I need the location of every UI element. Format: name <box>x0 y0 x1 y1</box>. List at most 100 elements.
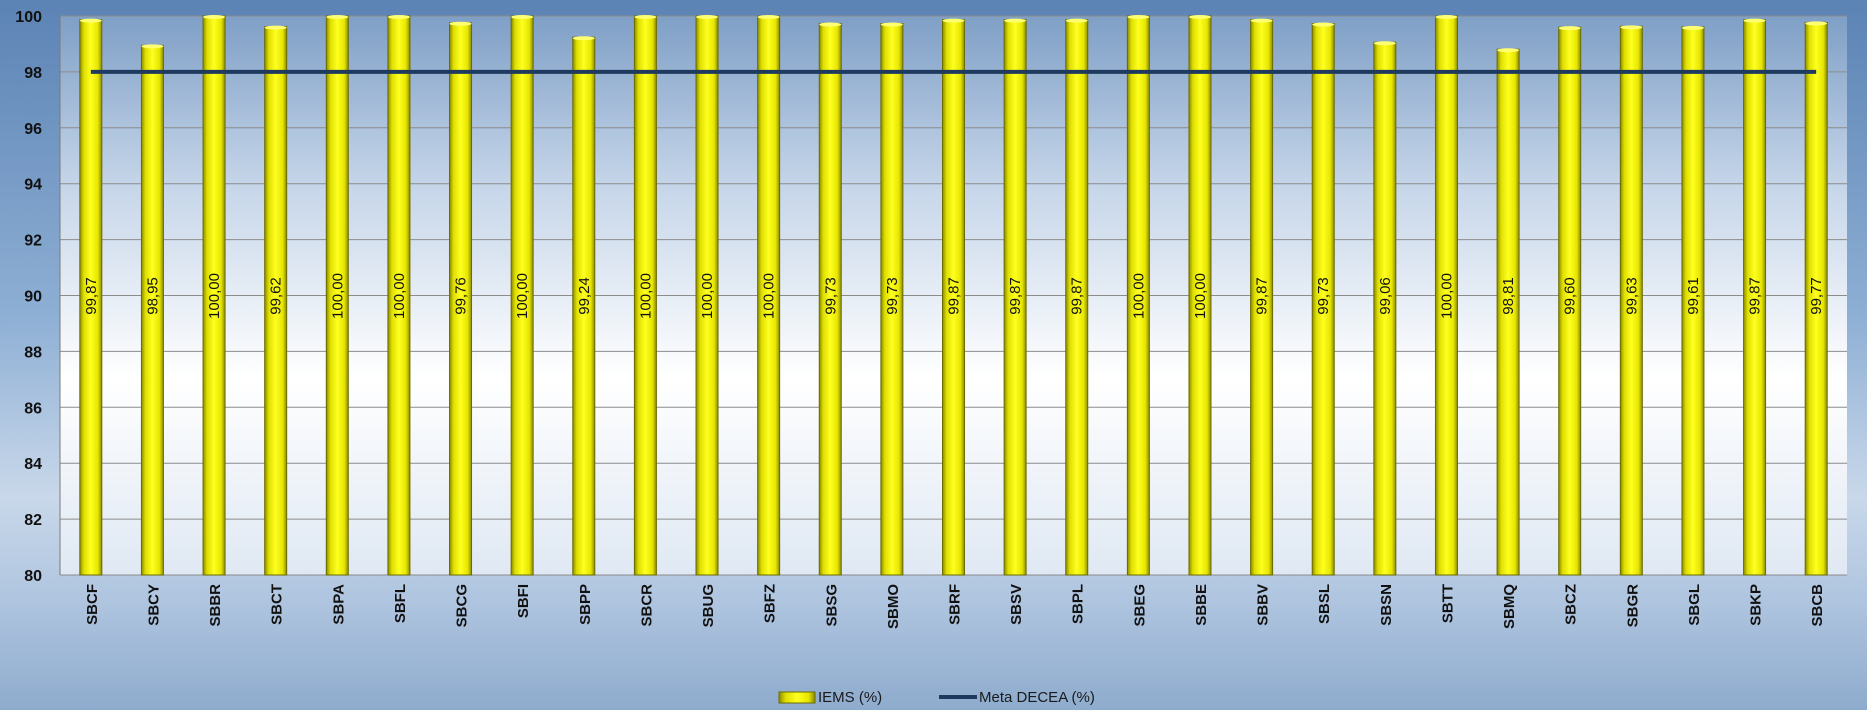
bar-group: 99,73 <box>880 22 904 576</box>
bar-group: 99,73 <box>818 22 842 576</box>
data-label: 99,87 <box>1007 277 1024 315</box>
data-label: 99,76 <box>453 277 470 315</box>
data-label: 99,60 <box>1562 277 1579 315</box>
bar-group: 99,06 <box>1373 41 1397 576</box>
bar-cap <box>1065 18 1088 23</box>
x-tick-label: SBSL <box>1316 584 1333 624</box>
legend-swatch-iems <box>778 691 816 704</box>
data-label: 100,00 <box>514 273 531 319</box>
legend: IEMS (%) Meta DECEA (%) <box>778 689 1095 706</box>
x-tick-label: SBGR <box>1624 584 1641 628</box>
bar-cap <box>572 36 595 41</box>
x-tick-label: SBEG <box>1131 584 1148 627</box>
bar-group: 99,87 <box>1003 18 1027 576</box>
y-tick-label: 94 <box>24 177 42 194</box>
x-tick-label: SBGL <box>1686 584 1703 626</box>
x-tick-label: SBMQ <box>1501 584 1518 629</box>
bar-cap <box>634 15 657 19</box>
x-tick-label: SBCR <box>638 584 655 627</box>
y-tick-label: 100 <box>15 9 42 26</box>
bar-group: 100,00 <box>633 15 657 576</box>
data-label: 99,62 <box>268 277 285 315</box>
bar-group: 100,00 <box>510 15 534 576</box>
bar-group: 99,87 <box>79 18 103 576</box>
bar-cap <box>203 15 226 19</box>
x-tick-label: SBKP <box>1748 584 1765 626</box>
bar-cap <box>942 18 965 23</box>
y-tick-label: 92 <box>24 233 42 250</box>
bar-cap <box>511 15 534 19</box>
bar-group: 100,00 <box>202 15 226 576</box>
bar-cap <box>79 18 102 23</box>
data-label: 99,87 <box>1254 277 1271 315</box>
y-tick-label: 96 <box>24 121 42 138</box>
bar-cap <box>696 15 719 19</box>
data-label: 100,00 <box>329 273 346 319</box>
data-label: 98,81 <box>1500 277 1517 315</box>
y-tick-label: 98 <box>24 65 42 82</box>
x-tick-label: SBCB <box>1809 584 1826 627</box>
y-tick-label: 88 <box>24 344 42 361</box>
bar-group: 100,00 <box>325 15 349 576</box>
x-tick-label: SBPL <box>1070 584 1087 624</box>
bar-cap <box>326 15 349 19</box>
y-tick-label: 84 <box>24 456 42 473</box>
x-tick-label: SBRF <box>947 584 964 625</box>
x-tick-label: SBPA <box>330 584 347 625</box>
x-tick-label: SBUG <box>700 584 717 627</box>
bar-cap <box>1681 25 1704 30</box>
x-tick-label: SBCY <box>145 584 162 626</box>
data-label: 99,24 <box>576 277 593 315</box>
data-label: 99,87 <box>946 277 963 315</box>
bar-group: 100,00 <box>1434 15 1458 576</box>
x-tick-label: SBCG <box>454 584 471 627</box>
bar-cap <box>449 21 472 26</box>
bar-group: 98,95 <box>140 44 164 576</box>
bar-cap <box>880 22 903 27</box>
data-label: 99,06 <box>1377 277 1394 315</box>
data-label: 100,00 <box>761 273 778 319</box>
y-tick-label: 82 <box>24 512 42 529</box>
bar-cap <box>1004 18 1027 23</box>
bar-group: 99,76 <box>449 21 473 576</box>
bar-cap <box>1435 15 1458 19</box>
data-label: 98,95 <box>144 277 161 315</box>
bar-group: 99,63 <box>1619 25 1643 576</box>
bar-group: 99,60 <box>1558 26 1582 576</box>
data-label: 100,00 <box>1130 273 1147 319</box>
bar-group: 99,61 <box>1681 25 1705 576</box>
y-axis-ticks: 80 82 84 86 88 90 92 94 96 98 100 <box>15 9 42 585</box>
data-label: 100,00 <box>1192 273 1209 319</box>
data-label: 99,87 <box>83 277 100 315</box>
bar-group: 100,00 <box>1188 15 1212 576</box>
data-label: 100,00 <box>699 273 716 319</box>
x-tick-label: SBBE <box>1193 584 1210 626</box>
data-label: 99,73 <box>884 277 901 315</box>
data-label: 100,00 <box>637 273 654 319</box>
bar-cap <box>1620 25 1643 30</box>
data-label: 99,87 <box>1747 277 1764 315</box>
y-tick-label: 80 <box>24 568 42 585</box>
x-tick-label: SBSV <box>1008 584 1025 625</box>
bar-cap <box>1250 18 1273 23</box>
data-label: 99,63 <box>1623 277 1640 315</box>
bar-group: 99,87 <box>1743 18 1767 576</box>
bar-cap <box>264 25 287 30</box>
data-label: 100,00 <box>1438 273 1455 319</box>
bar-cap <box>1805 21 1828 26</box>
legend-label-iems: IEMS (%) <box>818 689 882 706</box>
x-tick-label: SBCT <box>269 584 286 625</box>
bar-group: 99,73 <box>1311 22 1335 576</box>
data-label: 99,73 <box>1315 277 1332 315</box>
bar-group: 99,87 <box>942 18 965 576</box>
x-tick-label: SBMO <box>885 584 902 629</box>
x-tick-label: SBBR <box>207 584 224 627</box>
bar-cap <box>387 15 410 19</box>
y-tick-label: 86 <box>24 400 42 417</box>
bar-cap <box>1188 15 1211 19</box>
bar-cap <box>1373 41 1396 46</box>
bar-group: 100,00 <box>695 15 719 576</box>
bar-group: 99,77 <box>1804 21 1828 576</box>
